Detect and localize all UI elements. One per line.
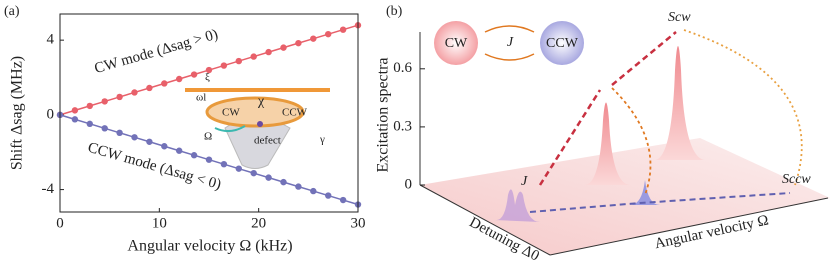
inset-label: CCW: [282, 107, 308, 119]
data-point: [339, 26, 347, 33]
x-tick-label: 0: [56, 215, 64, 231]
data-point: [116, 129, 123, 136]
y-tick-label: 0: [47, 106, 55, 122]
inset-label: ξ: [205, 72, 210, 84]
z-tick-label: 0.6: [393, 60, 412, 76]
cw-peak: [655, 46, 705, 160]
data-point: [161, 143, 168, 150]
trajectory-arrow: [529, 192, 791, 213]
data-point: [190, 71, 198, 78]
z-ticks: 0 0.3 0.6: [393, 60, 425, 192]
x-tick-label: 30: [351, 215, 366, 231]
legend-label: CCW mode (Δsag < 0): [86, 140, 223, 193]
inset-label: defect: [254, 135, 281, 147]
cw-mode-circle: [434, 21, 478, 65]
panel-label: (b): [386, 4, 403, 19]
ccw-mode-circle: [540, 21, 584, 65]
x-axis-label: Angular velocity Ω (kHz): [127, 238, 292, 255]
axes-frame: [59, 13, 359, 213]
y-tick-label: -4: [42, 181, 55, 197]
cw-peak: [585, 102, 630, 185]
inset-label: Ω: [204, 131, 212, 143]
coupling-label: J: [521, 174, 528, 189]
data-point: [101, 98, 108, 105]
data-point: [220, 160, 228, 168]
legend-label: CW mode (Δsag > 0): [93, 27, 220, 78]
data-point: [161, 80, 168, 87]
x-tick-label: 20: [251, 215, 266, 231]
detuning-axis: [419, 184, 551, 256]
data-point: [71, 116, 79, 123]
y-axis-label: Shift Δsag (MHz): [9, 56, 26, 170]
mode-label: CCW: [546, 36, 579, 51]
data-point: [220, 62, 228, 69]
data-point: [325, 30, 332, 38]
data-point: [339, 196, 347, 204]
z-tick-label: 0.3: [393, 118, 412, 134]
data-point: [325, 192, 332, 199]
y-tick-label: 4: [47, 32, 55, 48]
data-point: [101, 125, 108, 132]
resonator-disk: [205, 96, 305, 128]
trajectory-arrow: [538, 89, 602, 186]
omega-axis: [549, 197, 829, 256]
data-point: [71, 107, 79, 114]
floor-plane: [420, 138, 830, 255]
data-point: [295, 39, 302, 47]
data-point: [235, 57, 242, 65]
data-point: [235, 165, 242, 172]
data-point: [190, 152, 198, 159]
data-point: [310, 35, 317, 42]
trajectory-arrow: [611, 31, 677, 86]
resonator-inset: ξ ωl χ CW CCW Ω defect γ: [185, 72, 330, 169]
data-point: [116, 93, 123, 101]
inset-label: CW: [222, 107, 240, 119]
z-axis-label: Excitation spectra: [375, 57, 392, 172]
data-point: [86, 102, 94, 110]
data-point: [295, 183, 302, 190]
z-tick-label: 0: [405, 176, 413, 192]
coupling-label: J: [507, 35, 514, 50]
panel-label: (a): [4, 4, 20, 19]
data-point: [131, 134, 138, 141]
inset-label: χ: [257, 94, 265, 109]
data-point: [176, 147, 183, 154]
data-point: [205, 66, 213, 74]
data-point: [131, 89, 138, 96]
coupling-arc: [484, 25, 535, 61]
x-tick-label: 10: [152, 215, 167, 231]
data-point: [146, 138, 153, 145]
rotation-arrow: [214, 125, 246, 132]
data-point: [280, 178, 287, 186]
plot-area: 0 10 20 30 -4 0 4: [42, 22, 366, 231]
mode-label: CW: [445, 36, 468, 51]
peak-label: Sccw: [782, 172, 811, 187]
data-point: [250, 169, 257, 177]
data-point: [280, 44, 287, 51]
data-point: [265, 48, 272, 56]
data-point: [250, 53, 257, 60]
data-point: [176, 75, 183, 83]
data-point: [205, 156, 213, 163]
data-point: [265, 174, 272, 181]
inset-label: γ: [319, 134, 325, 146]
peak-label: Scw: [668, 10, 691, 25]
split-peak: [495, 189, 540, 222]
inset-label: ωl: [196, 92, 206, 104]
coupling-arrow: [683, 29, 803, 186]
data-point: [310, 187, 317, 195]
data-point: [146, 84, 153, 92]
defect: [257, 121, 263, 127]
data-point: [86, 120, 94, 128]
